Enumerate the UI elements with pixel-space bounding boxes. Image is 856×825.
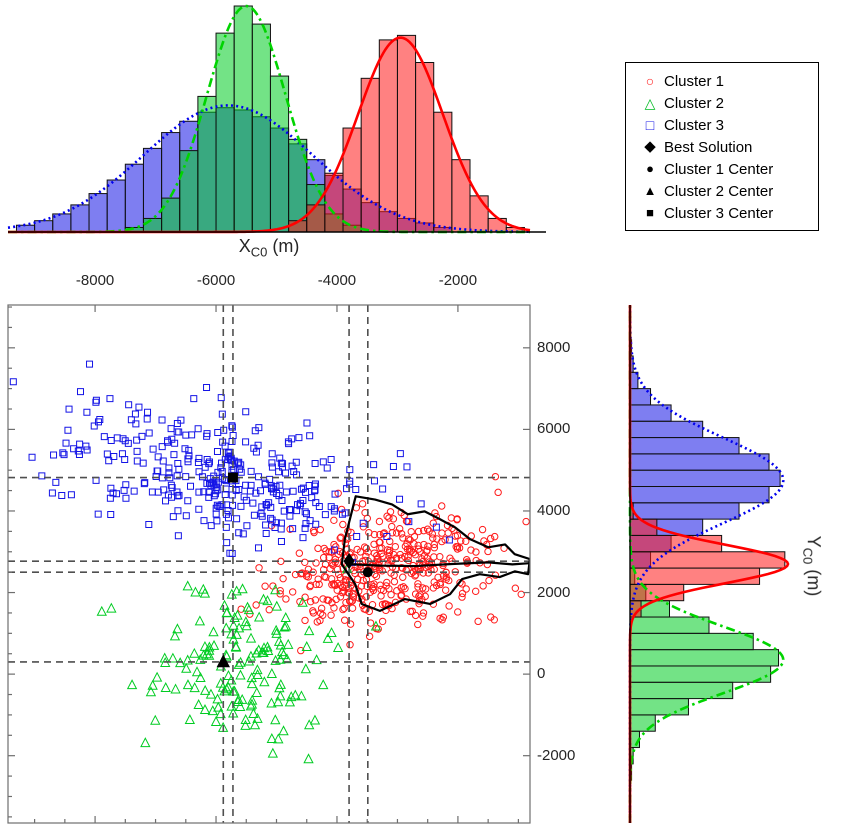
legend-item-label: Cluster 1	[664, 72, 725, 90]
x-axis-label-base: X	[238, 236, 251, 256]
x-tick-label: -6000	[196, 272, 236, 289]
filled-diamond-icon: ◆	[644, 138, 656, 155]
x-tick-label: -8000	[75, 272, 115, 289]
legend-item: ○ Cluster 1	[636, 70, 814, 92]
x-tick-label: -4000	[317, 272, 357, 289]
legend-item: ◆ Best Solution	[636, 136, 814, 158]
legend-item-label: Cluster 1 Center	[664, 160, 774, 178]
y-axis-label: YC0 (m)	[800, 536, 824, 597]
open-square-icon: □	[645, 117, 655, 133]
open-triangle-icon: △	[644, 95, 656, 111]
x-axis-label-subscript: C0	[250, 244, 268, 260]
legend-item-label: Cluster 3 Center	[664, 204, 774, 222]
x-tick-label: -2000	[438, 272, 478, 289]
legend-item: △ Cluster 2	[636, 92, 814, 114]
legend-item: ● Cluster 1 Center	[636, 158, 814, 180]
legend-item: ▲ Cluster 2 Center	[636, 180, 814, 202]
legend-item-label: Cluster 3	[664, 116, 725, 134]
legend-item: □ Cluster 3	[636, 114, 814, 136]
y-tick-label: 8000	[537, 338, 571, 356]
y-axis-label-unit: (m)	[803, 569, 824, 597]
legend-item: ■ Cluster 3 Center	[636, 202, 814, 224]
legend-item-label: Cluster 2	[664, 94, 725, 112]
y-tick-label: 0	[537, 665, 546, 683]
y-tick-label: 4000	[537, 501, 571, 519]
y-tick-label: 2000	[537, 583, 571, 601]
x-axis-label: XC0 (m)	[8, 236, 530, 260]
filled-square-icon: ■	[646, 205, 654, 220]
x-axis-label-unit: (m)	[272, 236, 300, 256]
y-axis-label-subscript: C0	[800, 547, 816, 565]
filled-circle-icon: ●	[646, 161, 654, 176]
open-circle-icon: ○	[645, 73, 655, 89]
y-tick-label: 6000	[537, 420, 571, 438]
legend: ○ Cluster 1 △ Cluster 2 □ Cluster 3 ◆ Best Solu…	[625, 62, 819, 231]
legend-item-label: Cluster 2 Center	[664, 182, 774, 200]
filled-triangle-icon: ▲	[643, 183, 657, 198]
y-tick-label: -2000	[537, 746, 576, 764]
y-axis-label-base: Y	[803, 535, 824, 548]
legend-item-label: Best Solution	[664, 138, 753, 156]
